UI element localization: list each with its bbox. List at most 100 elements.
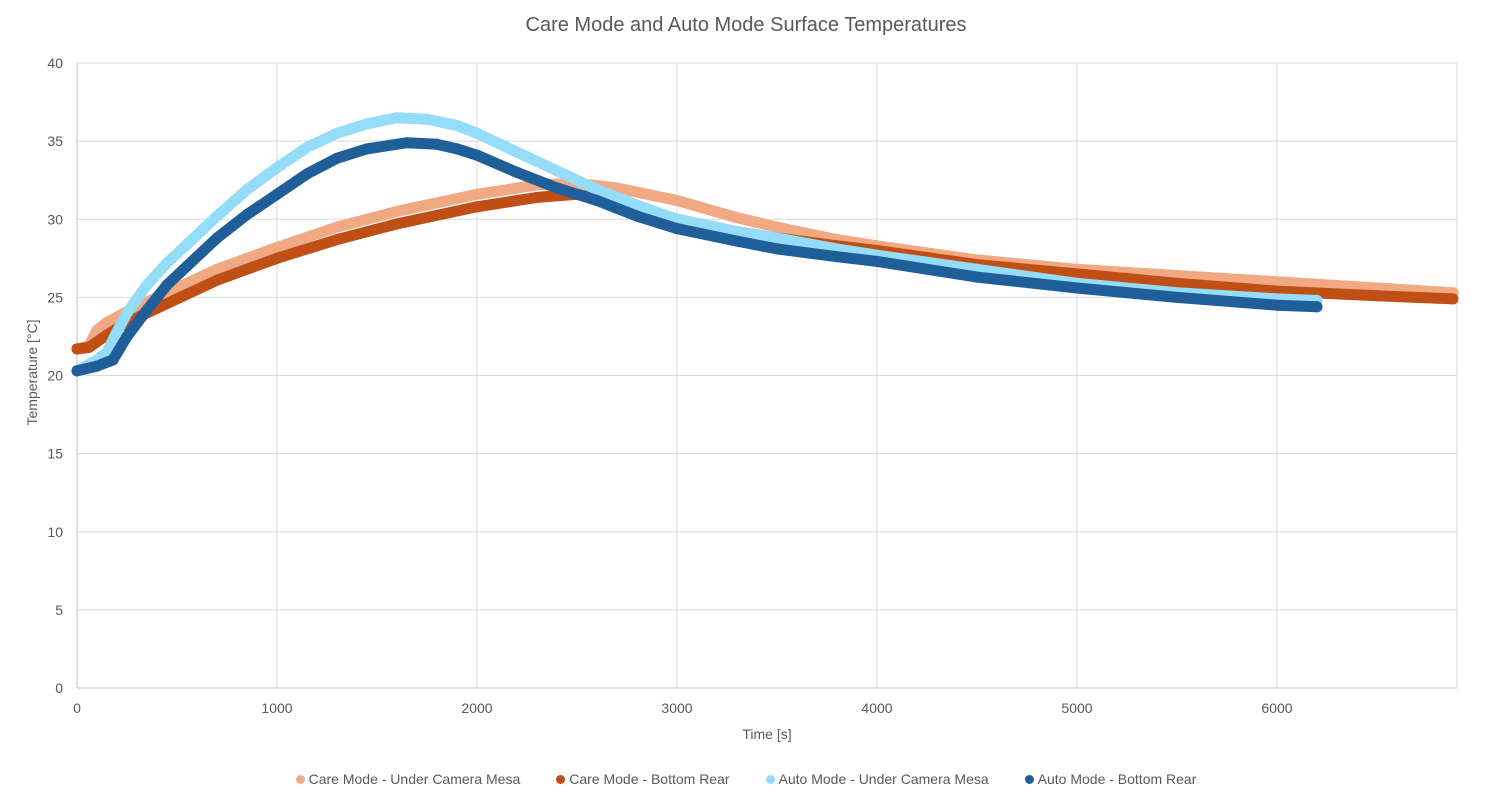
legend-item-care-bottom-rear[interactable]: Care Mode - Bottom Rear xyxy=(556,771,730,787)
data-point xyxy=(211,274,223,286)
data-point xyxy=(511,146,523,158)
data-point xyxy=(91,360,103,372)
data-point xyxy=(141,279,153,291)
y-tick-label: 5 xyxy=(55,602,63,618)
data-point xyxy=(171,293,183,305)
data-point xyxy=(771,232,783,244)
series-auto-mode-under-camera-mesa xyxy=(71,112,1323,377)
gridlines xyxy=(77,62,1458,688)
data-point xyxy=(361,118,373,130)
x-tick-label: 0 xyxy=(73,700,81,716)
series-care-mode-bottom-rear xyxy=(71,188,1459,355)
data-point xyxy=(121,307,133,319)
legend-label: Care Mode - Bottom Rear xyxy=(569,771,730,787)
data-point xyxy=(211,232,223,244)
y-tick-label: 15 xyxy=(47,446,63,462)
chart-title: Care Mode and Auto Mode Surface Temperat… xyxy=(525,14,967,36)
legend-marker-icon xyxy=(556,774,566,784)
data-point xyxy=(431,138,443,150)
data-point xyxy=(121,330,133,342)
data-point xyxy=(551,182,563,194)
data-point xyxy=(241,184,253,196)
legend-item-care-under-camera-mesa[interactable]: Care Mode - Under Camera Mesa xyxy=(295,771,521,787)
data-point xyxy=(331,234,343,246)
legend-marker-icon xyxy=(1024,774,1034,784)
x-tick-label: 3000 xyxy=(661,700,692,716)
y-tick-label: 40 xyxy=(47,55,63,71)
data-point xyxy=(101,316,113,328)
data-point xyxy=(451,120,463,131)
data-point xyxy=(271,162,283,174)
legend-item-auto-under-camera-mesa[interactable]: Auto Mode - Under Camera Mesa xyxy=(765,771,989,787)
data-point xyxy=(361,143,373,155)
x-tick-label: 5000 xyxy=(1061,700,1092,716)
data-point xyxy=(211,210,223,222)
data-point xyxy=(331,152,343,164)
data-point xyxy=(531,191,543,203)
legend: Care Mode - Under Camera Mesa Care Mode … xyxy=(0,771,1492,787)
x-axis-title: Time [s] xyxy=(742,726,791,742)
data-point xyxy=(731,226,743,238)
data-point xyxy=(591,195,603,206)
data-point xyxy=(771,243,783,255)
data-point xyxy=(771,221,783,233)
data-point xyxy=(471,188,483,200)
y-tick-label: 10 xyxy=(47,524,63,540)
y-tick-label: 20 xyxy=(47,368,63,384)
data-point xyxy=(107,354,119,366)
data-point xyxy=(241,209,253,221)
data-point xyxy=(731,235,743,247)
data-point xyxy=(71,365,83,377)
data-point xyxy=(83,341,95,353)
data-point xyxy=(141,304,153,316)
data-point xyxy=(181,260,193,272)
data-point xyxy=(1171,277,1183,289)
data-point xyxy=(471,127,483,139)
data-point xyxy=(1071,282,1083,294)
data-point xyxy=(271,252,283,264)
data-point xyxy=(401,137,413,149)
data-point xyxy=(1271,276,1283,288)
data-point xyxy=(301,141,313,153)
data-point xyxy=(871,255,883,267)
data-point xyxy=(471,149,483,161)
y-tick-labels: 0 5 10 15 20 25 30 35 40 xyxy=(47,55,63,696)
x-tick-label: 2000 xyxy=(461,700,492,716)
data-point xyxy=(161,257,173,269)
x-tick-labels: 0 1000 2000 3000 4000 5000 6000 xyxy=(73,700,1293,716)
series-layer xyxy=(71,112,1459,377)
data-point xyxy=(671,195,683,206)
data-point xyxy=(551,165,563,177)
legend-label: Auto Mode - Under Camera Mesa xyxy=(778,771,989,787)
data-point xyxy=(331,221,343,233)
data-point xyxy=(631,210,643,222)
y-axis-title: Temperature [°C] xyxy=(24,320,40,426)
y-tick-label: 30 xyxy=(47,211,63,227)
legend-marker-icon xyxy=(765,774,775,784)
data-point xyxy=(971,271,983,283)
data-point xyxy=(1071,268,1083,280)
data-point xyxy=(211,263,223,275)
y-tick-label: 25 xyxy=(47,289,63,305)
y-tick-label: 0 xyxy=(55,680,63,696)
y-tick-label: 35 xyxy=(47,133,63,149)
data-point xyxy=(301,168,313,180)
series-line xyxy=(71,188,1459,355)
data-point xyxy=(1311,301,1323,313)
data-point xyxy=(91,324,103,336)
data-point xyxy=(271,241,283,253)
data-point xyxy=(511,166,523,178)
data-point xyxy=(1371,290,1383,302)
data-point xyxy=(631,199,643,211)
data-point xyxy=(181,238,193,250)
data-point xyxy=(1447,293,1459,305)
legend-label: Care Mode - Under Camera Mesa xyxy=(308,771,521,787)
series-line xyxy=(71,177,1459,355)
series-line xyxy=(71,112,1323,377)
data-point xyxy=(731,212,743,224)
data-point xyxy=(591,184,603,196)
data-point xyxy=(391,218,403,230)
legend-item-auto-bottom-rear[interactable]: Auto Mode - Bottom Rear xyxy=(1024,771,1196,787)
data-point xyxy=(421,113,433,125)
data-point xyxy=(271,188,283,200)
